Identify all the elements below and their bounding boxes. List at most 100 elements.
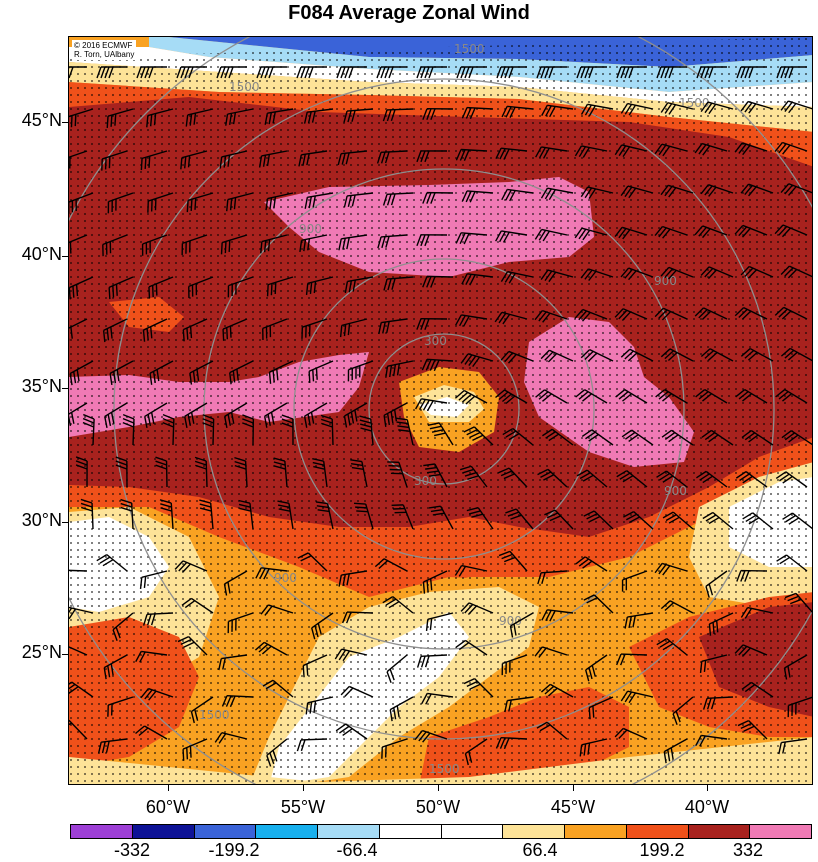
wind-barb — [415, 398, 448, 412]
wind-barb — [391, 504, 414, 530]
wind-barb — [615, 389, 648, 404]
wind-barb — [308, 360, 334, 384]
wind-barb — [580, 103, 614, 117]
wind-barb — [315, 501, 334, 530]
wind-barb — [616, 66, 647, 79]
wind-barb — [386, 654, 408, 683]
wind-barb — [302, 654, 328, 678]
wind-barb — [189, 360, 214, 385]
wind-barb — [423, 463, 448, 488]
wind-barb — [224, 402, 248, 428]
wind-barb — [181, 597, 214, 614]
wind-barb — [621, 570, 648, 592]
wind-barb — [227, 612, 254, 634]
wind-barb — [223, 570, 248, 596]
wind-barb — [663, 738, 688, 764]
wind-barb — [623, 511, 654, 530]
wind-barb — [694, 307, 728, 321]
wind-barb — [182, 318, 208, 342]
wind-barb — [463, 426, 494, 446]
wind-barb — [455, 314, 488, 327]
lon-label-40w: 40°W — [684, 797, 730, 817]
wind-barb — [102, 318, 128, 343]
wind-barb — [343, 108, 374, 123]
wind-barb — [387, 461, 408, 488]
wind-barb — [495, 736, 528, 750]
wind-barb — [69, 108, 94, 128]
colorbar-swatch — [565, 825, 627, 838]
colorbar-swatch — [503, 825, 565, 838]
wind-barb — [188, 276, 214, 299]
wind-barb — [190, 696, 214, 724]
wind-barb — [266, 738, 288, 767]
wind-barb — [654, 307, 688, 321]
stippling — [69, 37, 812, 784]
wind-barb — [735, 388, 768, 404]
lat-tick — [62, 654, 68, 655]
wind-barb — [459, 465, 488, 488]
contour-label: 900 — [664, 484, 687, 498]
wind-barb — [69, 643, 88, 656]
wind-barb — [495, 230, 528, 243]
wind-barb — [700, 101, 734, 115]
lon-tick — [303, 785, 304, 791]
wind-barb — [75, 456, 88, 488]
wind-barb — [660, 266, 694, 280]
wind-barb — [742, 512, 774, 530]
wind-barb — [702, 696, 734, 710]
wind-barb — [620, 690, 654, 704]
wind-barb — [96, 66, 127, 79]
wind-barb — [136, 66, 167, 79]
wind-barb — [422, 191, 454, 204]
wind-barb — [580, 186, 614, 200]
wind-barb — [69, 606, 94, 620]
wind-barb — [654, 143, 688, 157]
wind-barb — [339, 318, 368, 338]
wind-barb — [655, 389, 688, 404]
wind-barb — [502, 427, 534, 446]
wind-barb — [575, 556, 608, 572]
wind-barb — [416, 150, 448, 163]
wind-barb — [537, 468, 568, 488]
wind-barb — [381, 738, 408, 759]
wind-barb — [421, 358, 454, 372]
wind-barb — [700, 266, 734, 280]
credit-line-1: © 2016 ECMWF — [74, 41, 133, 50]
credit-box: © 2016 ECMWF R. Torn, UAlbany — [72, 40, 137, 60]
lon-label-60w: 60°W — [145, 797, 191, 817]
wind-barb — [186, 192, 214, 213]
wind-barb — [135, 725, 168, 740]
wind-barb — [740, 606, 774, 619]
wind-barb — [776, 554, 808, 572]
contour-label: 1500 — [454, 42, 485, 56]
wind-barb — [177, 635, 208, 656]
wind-barb — [583, 594, 614, 614]
range-rings — [69, 37, 812, 784]
wind-barb — [120, 498, 134, 530]
wind-barb — [140, 150, 168, 171]
wind-barb — [382, 192, 414, 206]
wind-barb — [734, 224, 768, 238]
wind-barb — [312, 457, 328, 488]
wind-barb — [740, 265, 774, 279]
wind-barb — [736, 569, 768, 582]
wind-barb — [734, 306, 768, 320]
wind-barb — [255, 567, 288, 580]
wind-barb — [104, 402, 128, 429]
colorbar-swatch — [194, 825, 257, 838]
wind-barb — [774, 141, 808, 155]
wind-barb — [580, 268, 614, 282]
wind-barb — [501, 188, 534, 202]
wind-barb — [700, 348, 734, 362]
wind-barb — [495, 389, 528, 405]
colorbar — [70, 824, 812, 839]
wind-barb — [588, 696, 614, 720]
wind-barb — [385, 360, 414, 378]
wind-barb — [620, 348, 654, 362]
wind-barb — [460, 353, 494, 368]
wind-barb — [264, 108, 294, 125]
wind-barb — [146, 108, 174, 128]
wind-barb — [139, 570, 168, 590]
colorbar-swatch — [441, 825, 504, 838]
lon-label-50w: 50°W — [415, 797, 461, 817]
